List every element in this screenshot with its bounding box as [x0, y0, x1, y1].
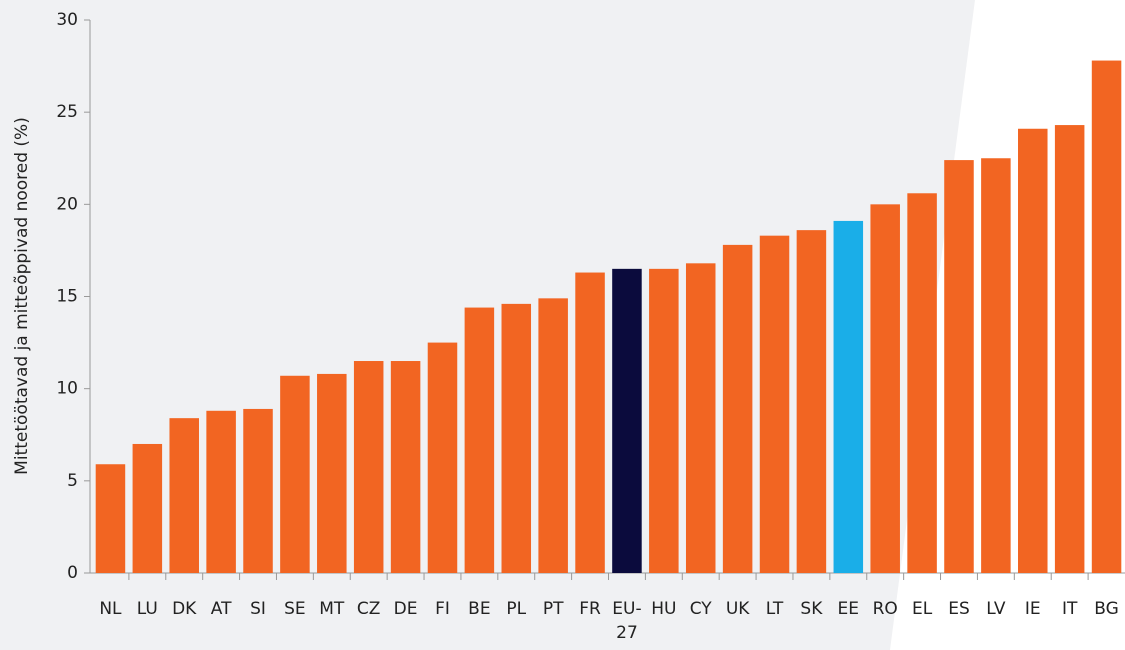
x-tick-label: PL: [506, 599, 527, 619]
y-tick-label: 5: [67, 471, 78, 491]
y-tick-label: 30: [56, 10, 78, 30]
x-tick-label: EU-27: [612, 599, 642, 643]
bar: [722, 244, 753, 574]
bar: [649, 268, 679, 573]
y-tick-label: 25: [56, 102, 78, 122]
bar: [981, 158, 1011, 573]
bar: [612, 268, 642, 573]
x-tick-label: EL: [911, 599, 933, 619]
bar: [796, 230, 827, 573]
x-tick-label: BE: [468, 599, 491, 619]
x-tick-label: SI: [250, 599, 266, 619]
x-tick-label: DK: [172, 599, 197, 619]
bar: [538, 298, 568, 573]
bar: [353, 361, 384, 573]
bar: [95, 464, 126, 573]
bar: [1091, 60, 1122, 573]
x-tick-label: FR: [579, 599, 601, 619]
bar: [759, 235, 790, 574]
x-tick-label: RO: [872, 599, 898, 619]
x-tick-label: HU: [651, 599, 677, 619]
bar: [870, 204, 900, 574]
x-tick-label: AT: [210, 599, 232, 619]
bar: [317, 373, 347, 573]
bar: [1054, 125, 1085, 573]
x-tick-label: EE: [837, 599, 860, 619]
x-tick-label: SE: [284, 599, 306, 619]
bar: [685, 263, 716, 573]
x-tick-label: LT: [765, 599, 784, 619]
x-tick-label: DE: [393, 599, 418, 619]
x-tick-label: ES: [948, 599, 970, 619]
x-tick-label: IT: [1061, 599, 1078, 619]
bar: [464, 307, 495, 573]
bar: [169, 418, 199, 573]
bar: [907, 193, 937, 574]
x-tick-label: UK: [725, 599, 750, 619]
y-tick-label: 20: [56, 194, 78, 214]
x-tick-label: FI: [435, 599, 450, 619]
x-tick-label: SK: [800, 599, 823, 619]
x-tick-label: BG: [1094, 599, 1119, 619]
bar: [1018, 128, 1048, 574]
x-tick-label: IE: [1024, 599, 1041, 619]
bar: [243, 408, 273, 573]
x-tick-label: LU: [136, 599, 158, 619]
bar: [833, 220, 864, 573]
x-tick-label: CY: [689, 599, 712, 619]
bar: [280, 375, 310, 573]
bar: [944, 160, 974, 574]
x-tick-label: NL: [99, 599, 122, 619]
y-tick-label: 15: [56, 287, 78, 307]
bar: [575, 272, 605, 573]
x-tick-label: PT: [542, 599, 564, 619]
y-tick-label: 10: [56, 379, 78, 399]
x-tick-label: CZ: [356, 599, 381, 619]
x-tick-label: MT: [319, 599, 345, 619]
y-axis-label: Mittetöötavad ja mitteõppivad noored (%): [12, 117, 32, 475]
bar: [132, 443, 163, 573]
x-tick-label: LV: [986, 599, 1006, 619]
bar: [206, 410, 236, 573]
bar: [427, 342, 458, 573]
bar: [390, 361, 421, 573]
y-tick-label: 0: [67, 563, 78, 583]
bar: [501, 303, 532, 573]
